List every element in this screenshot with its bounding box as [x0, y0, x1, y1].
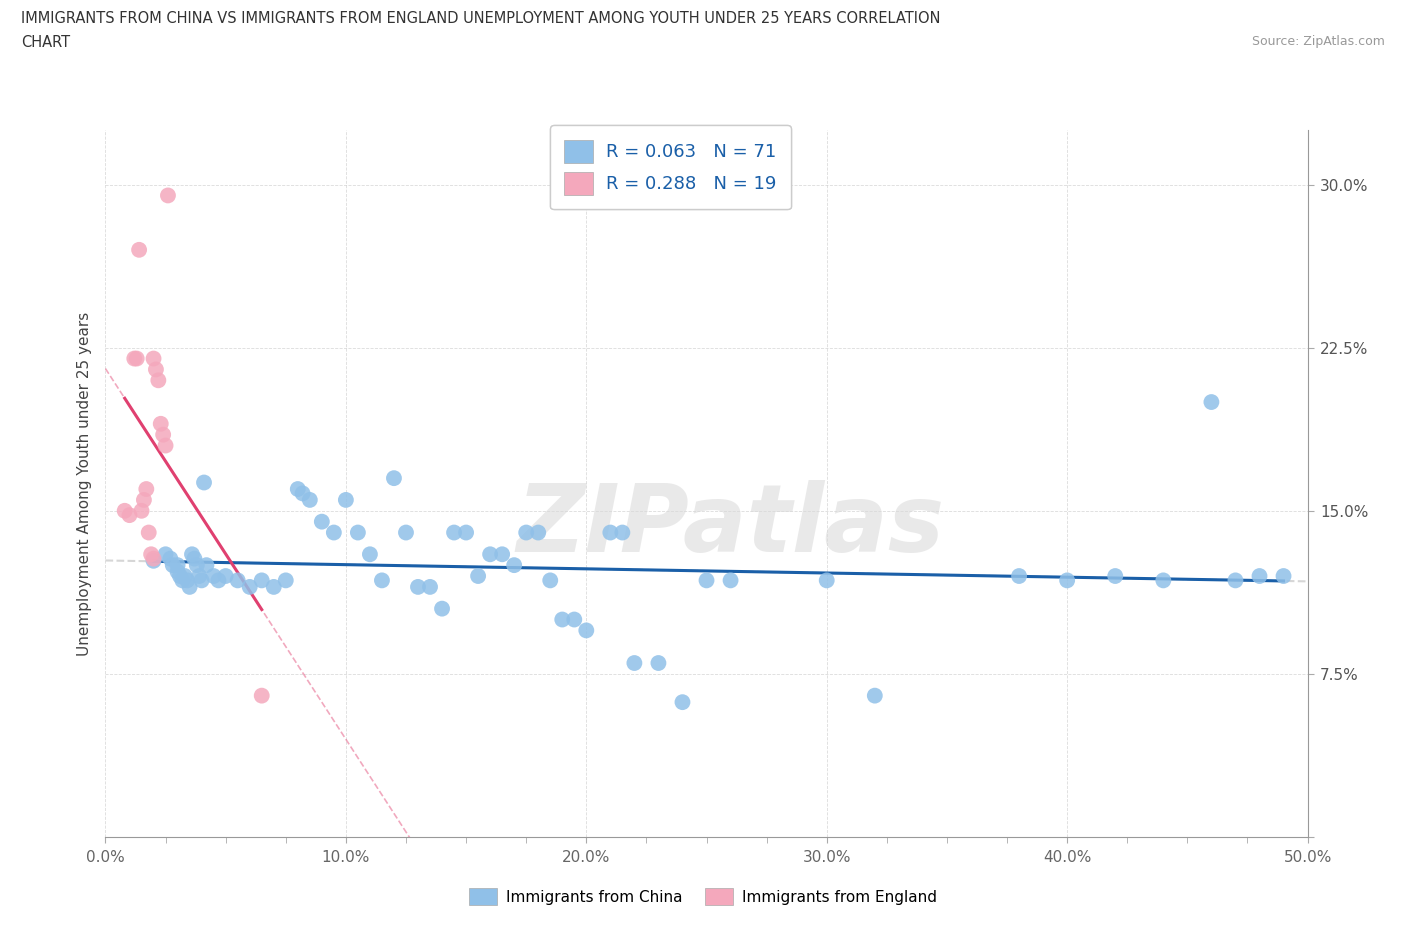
- Point: [720, 573, 742, 588]
- Point: [287, 482, 309, 497]
- Point: [179, 579, 201, 594]
- Point: [479, 547, 502, 562]
- Point: [142, 553, 165, 568]
- Point: [538, 573, 561, 588]
- Point: [815, 573, 838, 588]
- Point: [142, 352, 165, 366]
- Point: [395, 525, 418, 540]
- Point: [1201, 394, 1223, 409]
- Point: [515, 525, 537, 540]
- Point: [454, 525, 477, 540]
- Point: [155, 547, 177, 562]
- Point: [181, 547, 204, 562]
- Point: [156, 188, 179, 203]
- Point: [159, 551, 181, 566]
- Point: [186, 558, 208, 573]
- Point: [149, 417, 172, 432]
- Point: [166, 558, 188, 573]
- Point: [148, 373, 170, 388]
- Point: [131, 503, 153, 518]
- Point: [347, 525, 370, 540]
- Point: [406, 579, 429, 594]
- Point: [1272, 568, 1295, 583]
- Point: [162, 558, 184, 573]
- Point: [193, 475, 215, 490]
- Point: [612, 525, 634, 540]
- Point: [467, 568, 489, 583]
- Point: [527, 525, 550, 540]
- Point: [311, 514, 333, 529]
- Point: [503, 558, 526, 573]
- Point: [250, 573, 273, 588]
- Point: [443, 525, 465, 540]
- Point: [291, 486, 314, 501]
- Point: [142, 551, 165, 566]
- Text: CHART: CHART: [21, 35, 70, 50]
- Point: [214, 568, 236, 583]
- Point: [152, 427, 174, 442]
- Point: [647, 656, 669, 671]
- Point: [575, 623, 598, 638]
- Point: [298, 493, 321, 508]
- Point: [132, 493, 155, 508]
- Point: [128, 243, 150, 258]
- Point: [551, 612, 574, 627]
- Point: [173, 568, 195, 583]
- Point: [359, 547, 381, 562]
- Point: [623, 656, 645, 671]
- Point: [139, 547, 162, 562]
- Point: [430, 601, 453, 616]
- Point: [1008, 568, 1031, 583]
- Point: [250, 688, 273, 703]
- Point: [863, 688, 886, 703]
- Point: [1104, 568, 1126, 583]
- Point: [135, 482, 157, 497]
- Point: [176, 573, 198, 588]
- Point: [696, 573, 718, 588]
- Point: [202, 568, 225, 583]
- Point: [145, 362, 167, 377]
- Point: [335, 493, 357, 508]
- Point: [1056, 573, 1078, 588]
- Point: [263, 579, 285, 594]
- Point: [124, 352, 146, 366]
- Point: [169, 568, 191, 583]
- Point: [1225, 573, 1247, 588]
- Legend: Immigrants from China, Immigrants from England: Immigrants from China, Immigrants from E…: [463, 883, 943, 911]
- Point: [382, 471, 405, 485]
- Point: [190, 573, 212, 588]
- Point: [562, 612, 585, 627]
- Point: [195, 558, 218, 573]
- Point: [114, 503, 136, 518]
- Point: [155, 438, 177, 453]
- Point: [491, 547, 513, 562]
- Point: [166, 565, 188, 579]
- Point: [118, 508, 141, 523]
- Point: [239, 579, 262, 594]
- Point: [188, 568, 211, 583]
- Point: [207, 573, 229, 588]
- Point: [1249, 568, 1271, 583]
- Point: [226, 573, 249, 588]
- Y-axis label: Unemployment Among Youth under 25 years: Unemployment Among Youth under 25 years: [76, 312, 91, 656]
- Point: [138, 525, 160, 540]
- Text: ZIPatlas: ZIPatlas: [516, 480, 945, 572]
- Text: IMMIGRANTS FROM CHINA VS IMMIGRANTS FROM ENGLAND UNEMPLOYMENT AMONG YOUTH UNDER : IMMIGRANTS FROM CHINA VS IMMIGRANTS FROM…: [21, 11, 941, 26]
- Point: [125, 352, 148, 366]
- Point: [419, 579, 441, 594]
- Point: [172, 573, 194, 588]
- Point: [274, 573, 297, 588]
- Point: [322, 525, 344, 540]
- Point: [599, 525, 621, 540]
- Text: Source: ZipAtlas.com: Source: ZipAtlas.com: [1251, 35, 1385, 48]
- Point: [183, 551, 205, 566]
- Point: [671, 695, 693, 710]
- Legend: R = 0.063   N = 71, R = 0.288   N = 19: R = 0.063 N = 71, R = 0.288 N = 19: [550, 126, 790, 209]
- Point: [371, 573, 394, 588]
- Point: [1152, 573, 1174, 588]
